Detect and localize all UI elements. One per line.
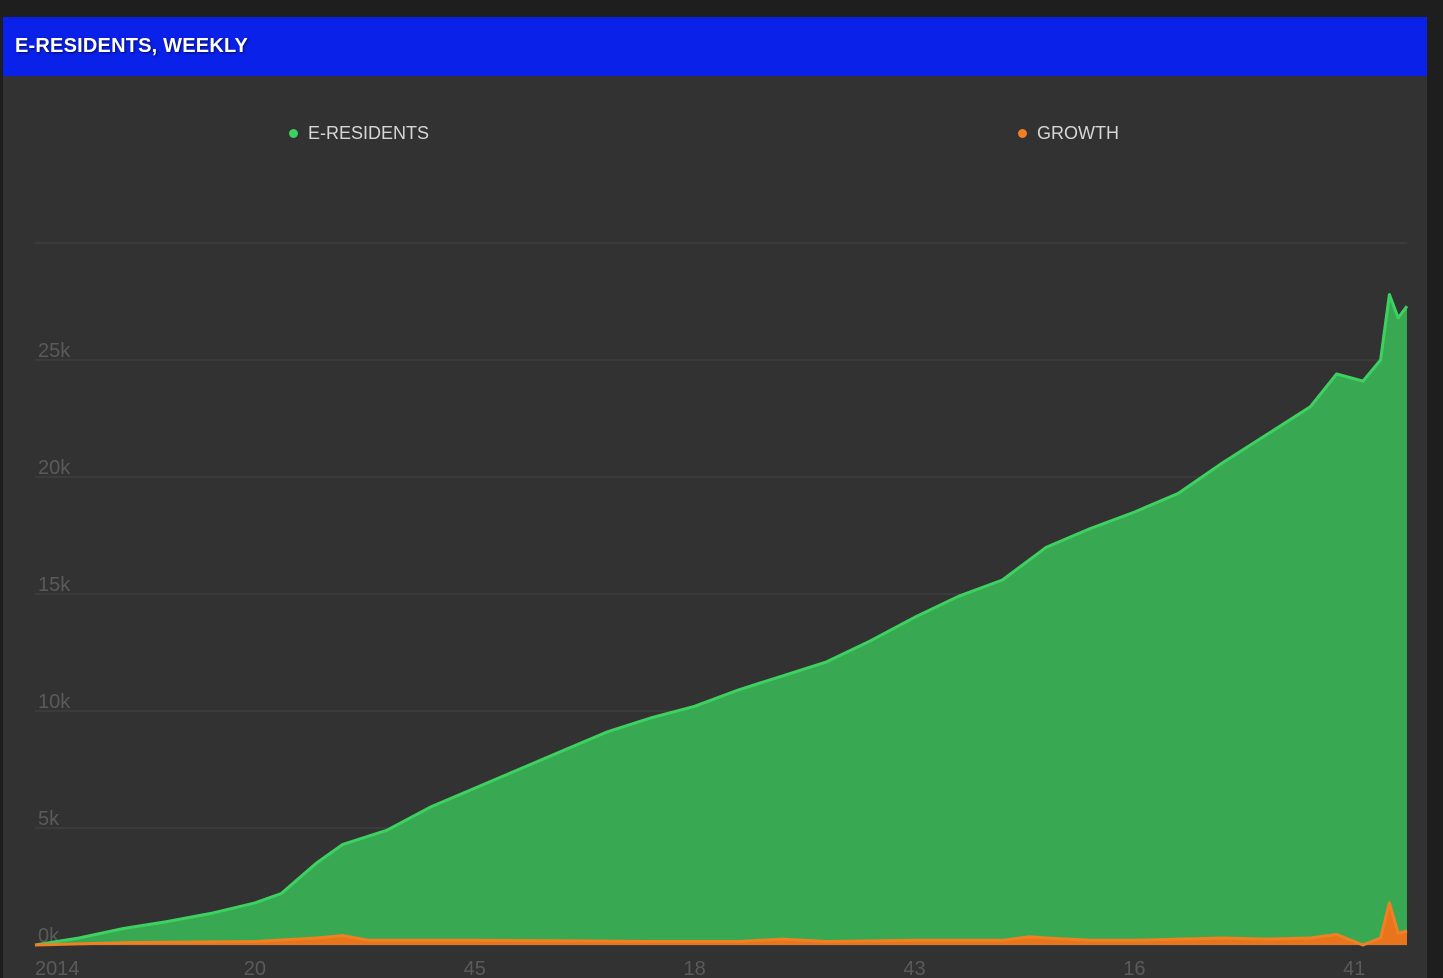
x-tick-label: 16 <box>1123 958 1145 978</box>
x-tick-label: 20 <box>244 958 266 978</box>
e-residents-line <box>34 293 1409 947</box>
growth-line <box>34 901 1408 947</box>
growth-legend-dot <box>1018 129 1027 138</box>
growth-area <box>35 902 1407 945</box>
y-tick-label: 5k <box>38 808 60 830</box>
x-axis-labels: 2014 20 45 18 43 16 41 <box>35 958 1365 978</box>
chart-panel: E-RESIDENTS, WEEKLY E-RESIDENTS GROWTH 0… <box>3 17 1427 978</box>
x-tick-label: 18 <box>683 958 705 978</box>
x-tick-label: 43 <box>903 958 925 978</box>
y-tick-label: 15k <box>38 574 71 596</box>
x-tick-label: 41 <box>1343 958 1365 978</box>
y-tick-label: 10k <box>38 691 71 713</box>
panel-title: E-RESIDENTS, WEEKLY <box>15 35 249 57</box>
legend-item-e-residents[interactable]: E-RESIDENTS <box>289 123 429 144</box>
chart-series <box>34 293 1409 947</box>
x-tick-label: 45 <box>464 958 486 978</box>
x-tick-label: 2014 <box>35 958 80 978</box>
panel-header: E-RESIDENTS, WEEKLY <box>3 17 1427 76</box>
y-tick-label: 25k <box>38 340 71 362</box>
e-residents-legend-dot <box>289 129 298 138</box>
legend-item-growth[interactable]: GROWTH <box>1018 123 1119 144</box>
legend-label-e-residents: E-RESIDENTS <box>308 123 430 143</box>
legend-label-growth: GROWTH <box>1037 123 1119 143</box>
e-residents-area <box>35 294 1407 945</box>
y-tick-label: 20k <box>38 457 71 479</box>
